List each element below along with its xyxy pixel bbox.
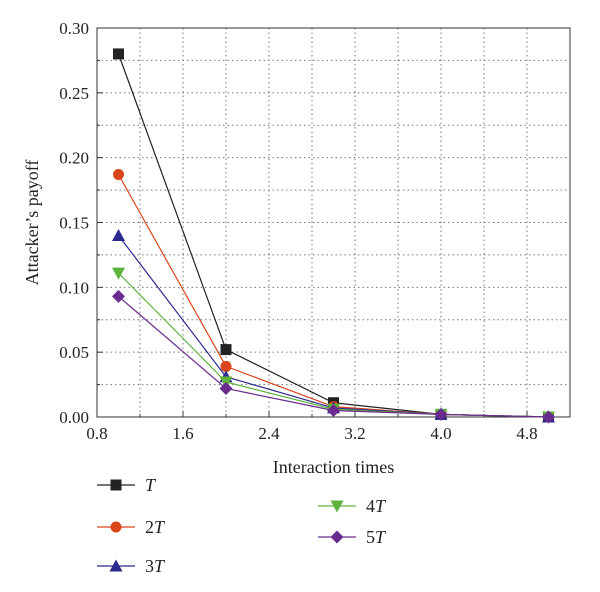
legend-item-5t: 5T xyxy=(318,527,387,547)
series-line xyxy=(117,174,549,418)
legend-item-3t: 3T xyxy=(97,556,166,576)
data-point xyxy=(327,404,340,418)
legend-marker xyxy=(110,479,122,491)
legend-marker xyxy=(110,521,122,533)
legend-marker xyxy=(109,559,123,572)
y-tick-label: 0.20 xyxy=(59,149,89,168)
legend-label: T xyxy=(145,475,157,495)
x-tick-label: 0.8 xyxy=(86,424,107,443)
y-axis-label: Attacker’s payoff xyxy=(22,160,42,286)
x-axis-label: Interaction times xyxy=(273,457,394,477)
plot-frame xyxy=(96,27,571,418)
data-point xyxy=(220,360,232,372)
y-tick-label: 0.15 xyxy=(59,214,89,233)
legend-item-2t: 2T xyxy=(97,517,166,537)
x-tick-label: 1.6 xyxy=(172,424,193,443)
y-tick-label: 0.10 xyxy=(59,278,89,297)
legend-label: 4T xyxy=(366,496,387,516)
data-point xyxy=(112,267,125,280)
x-tick-label: 4.0 xyxy=(430,424,451,443)
series-t xyxy=(113,48,554,423)
legend-marker xyxy=(330,500,344,513)
y-tick-label: 0.30 xyxy=(59,19,89,38)
legend-label: 2T xyxy=(145,517,166,537)
y-tick-label: 0.05 xyxy=(59,343,89,362)
data-point xyxy=(434,407,448,421)
y-tick-label: 0.25 xyxy=(59,84,89,103)
legend-label: 3T xyxy=(145,556,166,576)
data-point xyxy=(542,410,555,424)
x-tick-label: 2.4 xyxy=(258,424,280,443)
data-point xyxy=(112,289,125,303)
axis-ticks xyxy=(96,27,528,418)
data-point xyxy=(112,228,125,241)
x-tick-label: 3.2 xyxy=(344,424,365,443)
y-tick-label: 0.00 xyxy=(59,408,89,427)
legend-item-4t: 4T xyxy=(318,496,387,516)
legend-marker xyxy=(330,530,344,544)
data-point xyxy=(220,344,232,356)
legend-item-t: T xyxy=(97,475,157,495)
x-tick-label: 4.8 xyxy=(516,424,537,443)
data-point xyxy=(113,169,124,181)
legend-label: 5T xyxy=(366,527,387,547)
legend: T 2T 3T 4T 5T xyxy=(97,475,387,576)
series-3t xyxy=(112,228,555,423)
series-lines xyxy=(112,48,555,424)
grid-lines xyxy=(97,28,570,417)
data-point xyxy=(219,381,233,395)
axis-tick-labels: 0.8 1.6 2.4 3.2 4.0 4.8 0.00 0.05 0.10 0.15 0.20 0.… xyxy=(59,19,537,443)
series-5t xyxy=(112,289,555,424)
data-point xyxy=(113,48,124,60)
